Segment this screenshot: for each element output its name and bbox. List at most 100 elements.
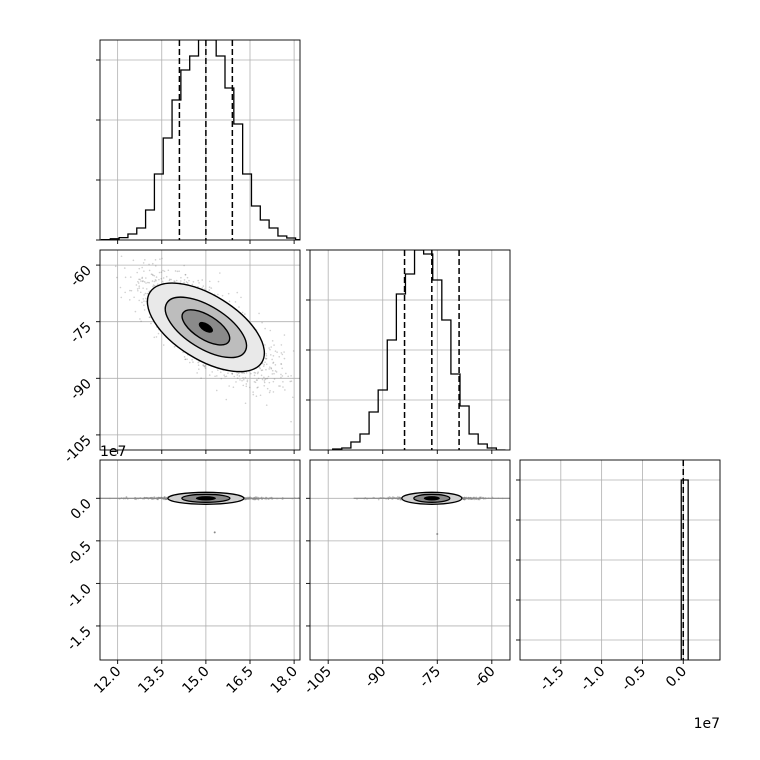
sample-point — [143, 300, 145, 302]
sample-point — [150, 273, 153, 276]
sample-point — [129, 276, 132, 278]
sample-point — [272, 362, 274, 364]
sample-point — [211, 371, 213, 373]
sample-point — [254, 498, 256, 501]
sample-point — [167, 269, 170, 272]
sample-point — [252, 391, 254, 393]
sample-point — [274, 364, 277, 366]
sample-point — [258, 366, 261, 369]
sample-point — [132, 259, 135, 262]
sample-point — [267, 375, 270, 378]
sample-point — [164, 496, 166, 498]
sample-point — [120, 255, 123, 258]
sample-point — [208, 280, 211, 283]
x-tick-label: -1.0 — [578, 664, 609, 695]
sample-point — [156, 283, 159, 285]
sample-point — [264, 361, 266, 364]
sample-point — [274, 370, 277, 372]
y-tick-label: -1.5 — [64, 623, 95, 654]
sample-point — [280, 352, 283, 354]
sample-point — [155, 279, 157, 282]
sample-point — [260, 374, 263, 377]
sample-point — [217, 280, 220, 283]
sample-point — [475, 496, 478, 499]
sample-point — [260, 369, 263, 372]
sample-point — [265, 358, 267, 360]
sample-point — [270, 346, 272, 348]
sample-point — [203, 365, 206, 368]
sample-point — [237, 372, 240, 375]
sample-point — [141, 276, 144, 279]
sample-point — [208, 286, 211, 288]
sample-point — [240, 296, 242, 299]
sample-point — [269, 354, 272, 356]
sample-point — [388, 496, 391, 498]
sample-point — [270, 367, 272, 369]
sample-point — [143, 304, 145, 306]
sample-point — [145, 277, 147, 279]
sample-point — [164, 498, 166, 501]
sample-point — [246, 380, 249, 383]
sample-point — [170, 278, 172, 281]
sample-point — [280, 376, 282, 379]
sample-point — [225, 398, 228, 401]
sample-point — [146, 292, 148, 295]
sample-point — [281, 353, 284, 356]
sample-point — [278, 355, 281, 358]
sample-point — [219, 272, 221, 274]
sample-point — [155, 276, 158, 278]
sample-point — [271, 369, 274, 372]
sample-point — [188, 279, 190, 282]
sample-point — [261, 321, 263, 324]
sample-point — [241, 379, 243, 382]
sample-point — [257, 377, 260, 380]
sample-point — [231, 372, 234, 375]
sample-point — [284, 389, 286, 391]
sample-point — [245, 498, 248, 501]
sample-point — [264, 378, 266, 381]
sample-point — [135, 498, 137, 501]
sample-point — [268, 381, 271, 384]
sample-point — [223, 374, 225, 376]
sample-point — [256, 372, 259, 375]
sample-point — [148, 269, 151, 272]
sample-point — [280, 363, 282, 365]
sample-point — [269, 348, 271, 351]
sample-point — [163, 496, 166, 498]
sample-point — [151, 262, 154, 265]
histogram-step — [332, 250, 506, 450]
sample-point — [203, 365, 206, 368]
sample-point — [184, 273, 187, 276]
sample-point — [261, 369, 264, 371]
sample-point — [163, 498, 165, 501]
sample-point — [270, 367, 273, 370]
sample-point — [265, 377, 267, 380]
sample-point — [160, 277, 163, 280]
sample-point — [165, 275, 168, 278]
sample-point — [133, 296, 135, 299]
sample-point — [139, 291, 142, 294]
sample-point — [273, 372, 275, 375]
sample-point — [511, 498, 513, 500]
sample-point — [269, 389, 271, 392]
sample-point — [473, 498, 476, 501]
sample-point — [265, 404, 268, 406]
sample-point — [233, 375, 236, 378]
sample-point — [141, 301, 143, 304]
x-offset-label: 1e7 — [694, 716, 720, 732]
sample-point — [256, 386, 258, 389]
sample-point — [280, 344, 283, 346]
sample-point — [236, 291, 239, 294]
sample-point — [271, 340, 274, 342]
y-tick-label: -105 — [61, 432, 95, 466]
sample-point — [264, 327, 266, 330]
sample-point — [254, 381, 257, 384]
sample-point — [142, 280, 144, 282]
sample-point — [261, 378, 264, 381]
sample-point — [282, 380, 284, 383]
sample-point — [183, 356, 186, 358]
sample-point — [225, 375, 228, 378]
sample-point — [254, 372, 257, 374]
sample-point — [281, 367, 283, 370]
